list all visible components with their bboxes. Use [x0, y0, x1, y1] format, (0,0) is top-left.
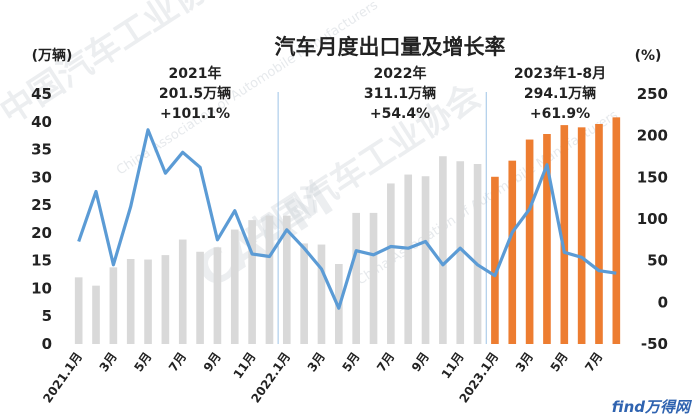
- annotation-line: 2021年: [169, 65, 222, 82]
- bar: [560, 125, 569, 344]
- x-tick-label: 5月: [548, 350, 571, 375]
- bar: [248, 220, 256, 344]
- bar: [439, 156, 447, 344]
- y-right-tick-label: -50: [641, 335, 668, 353]
- x-tick-label: 11月: [231, 350, 259, 382]
- bar: [612, 117, 621, 344]
- bar: [144, 259, 152, 344]
- annotation-line: +101.1%: [160, 106, 230, 122]
- bar: [178, 239, 187, 344]
- annotation-line: 2022年: [374, 65, 427, 82]
- x-tick-label: 7月: [582, 350, 605, 375]
- y-right-tick-label: 250: [637, 85, 668, 103]
- y-left-axis: 0 5 10 15 20 25 30 35 40 45: [31, 85, 52, 353]
- y-left-tick-label: 20: [31, 224, 52, 242]
- x-tick-label: 7月: [374, 350, 397, 375]
- bar: [230, 229, 239, 344]
- source-logo: find万得网: [612, 398, 693, 416]
- bar: [213, 247, 222, 344]
- y-right-unit: (%): [635, 48, 662, 64]
- y-left-tick-label: 35: [31, 141, 52, 159]
- y-left-tick-label: 15: [31, 252, 52, 270]
- x-tick-label: 7月: [166, 350, 189, 375]
- annotation-line: +61.9%: [530, 106, 590, 122]
- annotation-line: 2023年1-8月: [514, 65, 606, 82]
- bar: [352, 212, 360, 344]
- bar-series: [74, 117, 621, 344]
- x-tick-label: 3月: [305, 350, 328, 375]
- bar: [508, 160, 517, 344]
- line-series: [77, 128, 617, 310]
- y-right-tick-label: 50: [647, 252, 668, 270]
- x-tick-label: 9月: [201, 350, 224, 375]
- annotation-line: 294.1万辆: [524, 85, 596, 102]
- bar: [491, 176, 499, 344]
- bar: [595, 124, 603, 344]
- y-right-tick-label: 200: [637, 127, 668, 145]
- bar: [92, 285, 100, 344]
- x-tick-label: 3月: [513, 350, 536, 375]
- bar: [74, 277, 83, 344]
- x-tick-label: 3月: [97, 350, 120, 375]
- annotation-line: 201.5万辆: [159, 85, 231, 102]
- annotation-line: +54.4%: [370, 106, 430, 122]
- x-tick-label: 5月: [339, 350, 362, 375]
- bar: [456, 161, 465, 344]
- bar: [109, 267, 118, 344]
- bar: [369, 212, 378, 344]
- y-right-tick-label: 0: [658, 293, 668, 311]
- y-left-unit: (万辆): [32, 47, 73, 64]
- x-tick-label: 11月: [439, 350, 467, 382]
- y-left-tick-label: 25: [31, 196, 52, 214]
- year-dividers: [277, 92, 487, 344]
- bar: [126, 259, 135, 344]
- x-tick-label: 9月: [409, 350, 432, 375]
- y-left-tick-label: 5: [42, 307, 52, 325]
- chart-title: 汽车月度出口量及增长率: [275, 35, 506, 59]
- bar: [577, 127, 586, 344]
- bar: [161, 255, 170, 344]
- y-right-tick-label: 150: [637, 168, 668, 186]
- y-left-tick-label: 45: [31, 85, 52, 103]
- y-right-axis: -50 0 50 100 150 200 250: [637, 85, 668, 353]
- growth-rate-line: [77, 128, 617, 310]
- y-left-tick-label: 10: [31, 279, 52, 297]
- annotations: 2021年 201.5万辆 +101.1% 2022年 311.1万辆 +54.4% 202…: [159, 65, 606, 122]
- bar: [473, 164, 482, 344]
- y-right-tick-label: 100: [637, 210, 668, 228]
- bar: [387, 183, 395, 344]
- bar: [404, 174, 413, 344]
- bar: [525, 139, 534, 344]
- x-tick-label: 5月: [131, 350, 154, 375]
- y-left-tick-label: 30: [31, 168, 52, 186]
- bar: [300, 243, 308, 344]
- bar: [265, 215, 274, 344]
- y-left-tick-label: 0: [42, 335, 52, 353]
- bar: [543, 134, 551, 344]
- bar: [317, 244, 326, 344]
- bar: [282, 215, 291, 344]
- annotation-line: 311.1万辆: [364, 85, 436, 102]
- x-tick-label: 2021.1月: [40, 350, 85, 406]
- y-left-tick-label: 40: [31, 113, 52, 131]
- bar: [196, 251, 204, 344]
- bar: [421, 176, 430, 344]
